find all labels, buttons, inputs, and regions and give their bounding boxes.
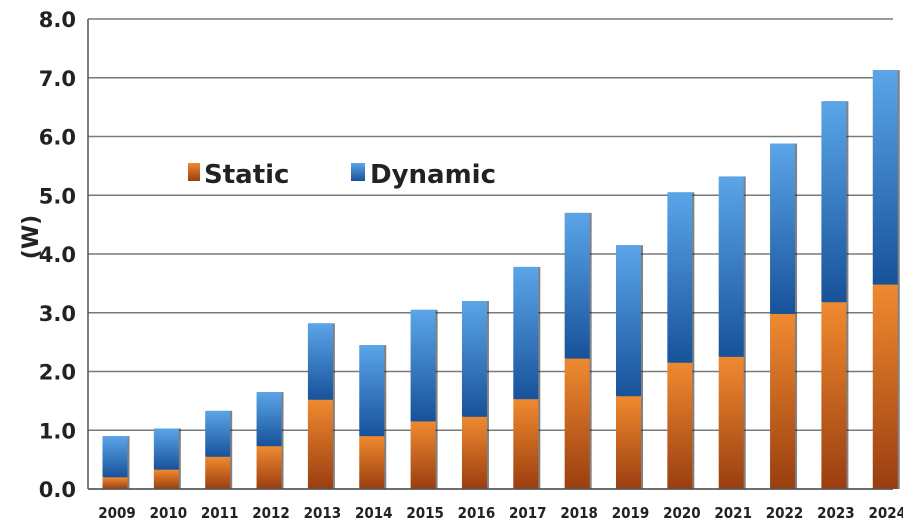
bar-dynamic-2015 bbox=[410, 309, 436, 422]
bar-static-2021 bbox=[718, 356, 744, 489]
y-tick-label: 5.0 bbox=[39, 184, 76, 208]
y-tick-label: 8.0 bbox=[39, 8, 76, 32]
bar-dynamic-2018 bbox=[564, 212, 590, 359]
x-tick-label: 2023 bbox=[817, 504, 855, 522]
x-tick-label: 2019 bbox=[612, 504, 650, 522]
y-tick-label: 7.0 bbox=[39, 67, 76, 91]
y-tick-label: 1.0 bbox=[39, 419, 76, 443]
bar-dynamic-2010 bbox=[153, 428, 179, 470]
legend-swatch-dynamic bbox=[351, 163, 365, 181]
bar-dynamic-2017 bbox=[513, 266, 539, 400]
bar-static-2013 bbox=[307, 399, 333, 489]
x-tick-label: 2018 bbox=[560, 504, 598, 522]
y-tick-label: 3.0 bbox=[39, 302, 76, 326]
bar-dynamic-2016 bbox=[461, 301, 487, 417]
bar-dynamic-2021 bbox=[718, 176, 744, 357]
x-tick-label: 2022 bbox=[766, 504, 804, 522]
bars bbox=[102, 70, 900, 489]
bar-dynamic-2020 bbox=[667, 192, 693, 363]
bar-static-2023 bbox=[821, 302, 847, 489]
x-tick-label: 2009 bbox=[98, 504, 136, 522]
bar-static-2022 bbox=[770, 313, 796, 489]
x-tick-label: 2021 bbox=[714, 504, 752, 522]
bar-dynamic-2012 bbox=[256, 392, 282, 447]
bar-dynamic-2023 bbox=[821, 101, 847, 303]
x-tick-label: 2012 bbox=[252, 504, 290, 522]
y-tick-label: 6.0 bbox=[39, 126, 76, 150]
bar-static-2009 bbox=[102, 477, 128, 489]
bar-static-2015 bbox=[410, 421, 436, 489]
bar-static-2018 bbox=[564, 358, 590, 489]
bar-dynamic-2013 bbox=[307, 323, 333, 400]
legend-label-dynamic: Dynamic bbox=[370, 160, 496, 190]
legend-swatch-static bbox=[188, 163, 200, 181]
x-tick-label: 2024 bbox=[868, 504, 903, 522]
x-tick-label: 2013 bbox=[304, 504, 342, 522]
axes: 0.0 1.0 2.0 3.0 4.0 5.0 6.0 7.0 8.0 2009 2010 2011 2… bbox=[39, 8, 903, 522]
legend-label-static: Static bbox=[204, 160, 289, 190]
x-tick-label: 2020 bbox=[663, 504, 701, 522]
bar-dynamic-2019 bbox=[616, 245, 641, 397]
x-tick-label: 2014 bbox=[355, 504, 393, 522]
bar-static-2016 bbox=[461, 416, 487, 489]
y-tick-label: 4.0 bbox=[39, 243, 76, 267]
y-tick-label: 2.0 bbox=[39, 361, 76, 385]
legend: Static Dynamic bbox=[188, 160, 496, 190]
bar-dynamic-2009 bbox=[102, 436, 128, 478]
y-tick-label: 0.0 bbox=[39, 478, 76, 502]
bar-dynamic-2014 bbox=[359, 345, 385, 437]
bar-static-2012 bbox=[256, 446, 282, 489]
y-axis-label: (W) bbox=[19, 215, 44, 259]
bar-static-2011 bbox=[205, 456, 231, 489]
x-tick-label: 2010 bbox=[150, 504, 188, 522]
bar-static-2010 bbox=[153, 469, 179, 489]
bar-dynamic-2011 bbox=[205, 410, 231, 457]
bar-static-2019 bbox=[616, 396, 641, 489]
bar-static-2020 bbox=[667, 362, 693, 489]
x-tick-label: 2015 bbox=[406, 504, 444, 522]
bar-static-2014 bbox=[359, 436, 385, 489]
bar-static-2017 bbox=[513, 399, 539, 489]
x-tick-label: 2017 bbox=[509, 504, 547, 522]
x-tick-label: 2016 bbox=[458, 504, 496, 522]
x-tick-label: 2011 bbox=[201, 504, 239, 522]
bar-static-2024 bbox=[872, 284, 898, 489]
bar-dynamic-2022 bbox=[770, 143, 796, 314]
bar-dynamic-2024 bbox=[872, 70, 898, 285]
